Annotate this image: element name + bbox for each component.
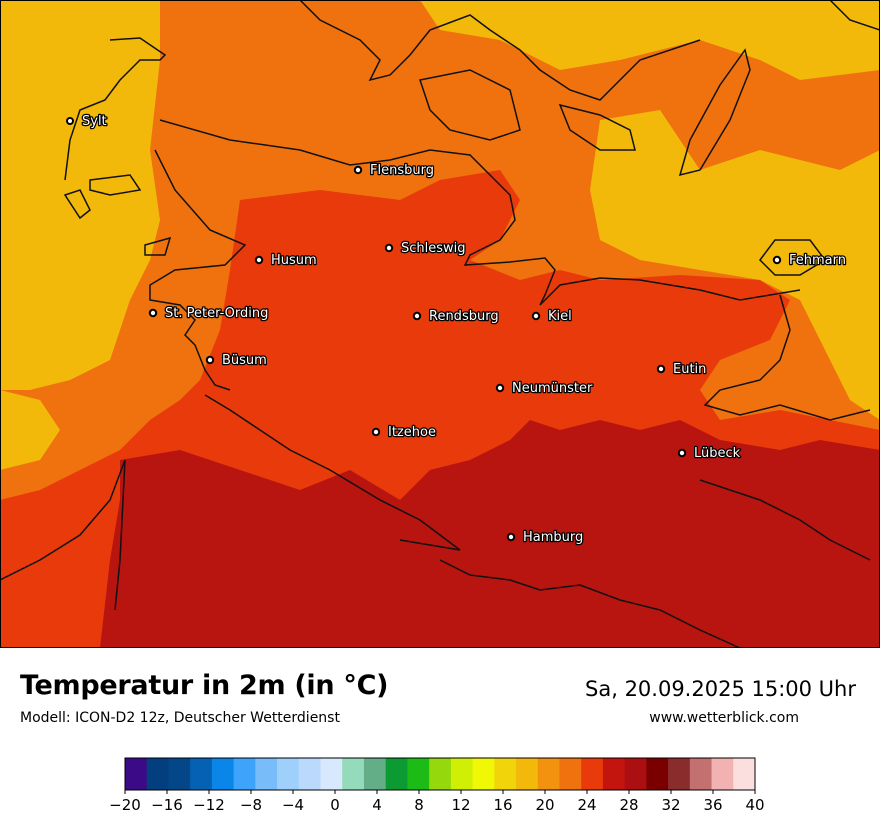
city-fehmarn: Fehmarn [772,252,847,269]
svg-text:Rendsburg: Rendsburg [429,309,499,324]
zone-20-22-east [590,110,880,420]
legend-tick-label: 8 [414,796,424,814]
svg-text:Lübeck: Lübeck [694,446,741,461]
svg-text:Büsum: Büsum [222,353,267,368]
legend-swatch [298,758,321,790]
city-buesum: Büsum [205,352,268,369]
legend-tick-label: 4 [372,796,382,814]
legend-swatch [494,758,517,790]
legend-swatch [689,758,712,790]
legend-swatches [124,757,756,791]
legend-swatch [429,758,452,790]
legend-swatch [168,758,191,790]
legend-swatch [125,758,148,790]
coastlines [0,0,880,648]
city-rendsburg: Rendsburg [412,308,500,325]
map-title: Temperatur in 2m (in °C) [20,670,389,701]
forecast-datetime: Sa, 20.09.2025 15:00 Uhr [585,677,856,701]
legend-tick-label: 32 [661,796,680,814]
legend-tick-label: −16 [151,796,183,814]
legend-tick-label: −20 [109,796,141,814]
model-source: Modell: ICON-D2 12z, Deutscher Wetterdie… [20,710,340,726]
svg-text:Hamburg: Hamburg [523,530,583,545]
legend-swatch [711,758,734,790]
legend-swatch [624,758,647,790]
legend-tick-label: 16 [493,796,512,814]
legend-ticks: −20 −16 −12 −8 −4 0 4 8 12 16 20 24 28 32 36 40 [109,790,765,814]
temperature-map: Sylt Flensburg Schleswig Husum St. Peter… [0,0,880,648]
legend-swatch [646,758,669,790]
legend-swatch [559,758,582,790]
legend-swatch [190,758,213,790]
svg-text:Itzehoe: Itzehoe [388,425,436,440]
city-markers: Sylt Flensburg Schleswig Husum St. Peter… [66,113,847,546]
svg-text:Kiel: Kiel [548,309,572,324]
legend-tick-label: 40 [745,796,764,814]
zone-20-22-south-west [0,390,60,470]
city-hamburg: Hamburg [506,529,585,546]
legend-tick-label: −12 [193,796,225,814]
svg-text:Husum: Husum [271,253,317,268]
legend-tick-label: 24 [577,796,596,814]
city-st-peter-ording: St. Peter-Ording [148,305,270,322]
legend-tick-label: 0 [330,796,340,814]
legend-swatch [602,758,626,790]
website-link[interactable]: www.wetterblick.com [649,710,799,726]
svg-text:Eutin: Eutin [673,362,706,377]
legend-swatch [668,758,691,790]
legend-swatch [320,758,343,790]
city-eutin: Eutin [656,361,708,378]
legend-tick-label: −4 [282,796,304,814]
svg-text:Sylt: Sylt [82,114,107,129]
legend-swatch [385,758,408,790]
legend-swatch [363,758,387,790]
city-sylt: Sylt [66,113,108,130]
city-itzehoe: Itzehoe [371,424,437,441]
city-neumuenster: Neumünster [495,380,594,397]
zone-20-22-west [0,0,160,390]
city-kiel: Kiel [531,308,573,325]
svg-text:St. Peter-Ording: St. Peter-Ording [165,306,268,321]
legend-tick-label: −8 [240,796,262,814]
legend-tick-label: 36 [703,796,722,814]
city-schleswig: Schleswig [384,240,467,257]
legend-swatch [342,758,365,790]
city-flensburg: Flensburg [353,162,435,179]
legend-swatch [472,758,495,790]
legend-swatch [211,758,235,790]
legend-swatch [146,758,169,790]
legend-swatch [450,758,473,790]
svg-text:Flensburg: Flensburg [370,163,434,178]
color-legend: −20 −16 −12 −8 −4 0 4 8 12 16 20 24 28 32 36 40 [109,757,765,814]
legend-tick-label: 20 [535,796,554,814]
legend-frame [124,757,756,791]
legend-swatch [255,758,278,790]
city-husum: Husum [254,252,318,269]
legend-swatch [407,758,430,790]
zone-26-28 [100,420,880,648]
svg-text:Neumünster: Neumünster [512,381,593,396]
zone-26-28-spot [560,440,660,500]
legend-swatch [516,758,539,790]
legend-tick-label: 28 [619,796,638,814]
city-luebeck: Lübeck [677,445,742,462]
zone-20-22-north [420,0,880,80]
svg-text:Schleswig: Schleswig [401,241,466,256]
legend-tick-label: 12 [451,796,470,814]
legend-swatch [277,758,300,790]
legend-swatch [233,758,256,790]
legend-swatch [733,758,756,790]
svg-text:Fehmarn: Fehmarn [789,253,846,268]
legend-swatch [537,758,560,790]
legend-swatch [581,758,604,790]
